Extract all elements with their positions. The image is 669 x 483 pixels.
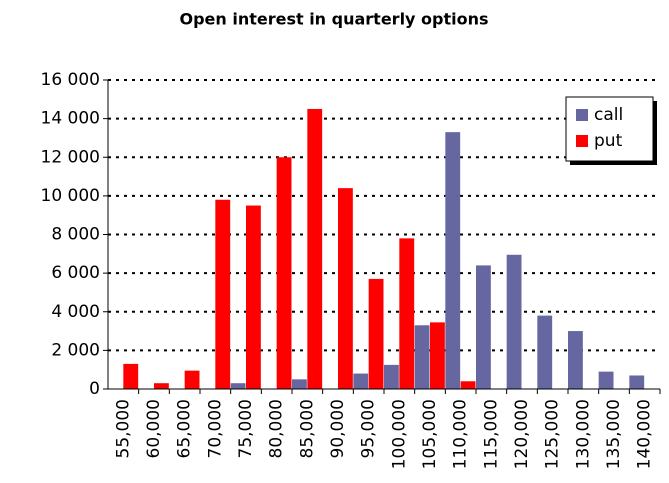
x-tick-label: 55,000	[113, 399, 133, 458]
x-tick-label: 75,000	[236, 399, 256, 458]
bar	[246, 205, 261, 389]
bar	[445, 132, 461, 390]
y-tick-label: 8 000	[51, 225, 100, 245]
bar	[506, 254, 522, 389]
x-tick-label: 125,000	[543, 399, 563, 469]
bar	[292, 379, 307, 389]
bar	[230, 383, 246, 389]
x-tick-label: 95,000	[359, 399, 379, 458]
y-tick-label: 10 000	[41, 186, 100, 206]
bar	[629, 375, 645, 389]
y-tick-label: 2 000	[51, 340, 100, 360]
bar	[476, 265, 491, 389]
bar	[384, 364, 399, 389]
x-tick-label: 70,000	[205, 399, 225, 458]
x-tick-label: 130,000	[573, 399, 593, 469]
legend-label: call	[594, 105, 623, 125]
bar	[307, 108, 323, 389]
bar	[414, 325, 430, 389]
x-tick-label: 85,000	[297, 399, 317, 458]
legend-swatch	[576, 135, 588, 147]
x-tick-label: 100,000	[389, 399, 409, 469]
x-tick-label: 80,000	[267, 399, 287, 458]
legend	[565, 96, 654, 162]
x-tick-label: 65,000	[175, 399, 195, 458]
x-tick-label: 120,000	[512, 399, 532, 469]
bar	[276, 157, 292, 389]
x-tick-label: 140,000	[635, 399, 655, 469]
legend-swatch	[576, 109, 588, 121]
bar	[568, 331, 583, 389]
chart-title: Open interest in quarterly options	[179, 10, 488, 29]
x-tick-label: 60,000	[144, 399, 164, 458]
bar	[215, 199, 231, 389]
bar	[338, 188, 353, 389]
y-tick-label: 14 000	[41, 109, 100, 129]
y-tick-label: 0	[89, 379, 100, 399]
y-tick-label: 4 000	[51, 302, 100, 322]
legend-label: put	[594, 131, 623, 151]
bar	[598, 371, 614, 389]
x-tick-label: 110,000	[451, 399, 471, 469]
bar	[537, 315, 553, 389]
bar	[154, 383, 169, 389]
x-tick-label: 90,000	[328, 399, 348, 458]
bar	[460, 381, 476, 389]
y-tick-label: 16 000	[41, 70, 100, 90]
bar	[368, 278, 384, 389]
bar	[430, 322, 445, 389]
bar	[353, 373, 369, 389]
x-tick-label: 115,000	[481, 399, 501, 469]
y-tick-label: 6 000	[51, 263, 100, 283]
y-tick-label: 12 000	[41, 147, 100, 167]
bar	[399, 238, 415, 389]
bar	[184, 370, 200, 389]
x-tick-label: 105,000	[420, 399, 440, 469]
x-tick-label: 135,000	[604, 399, 624, 469]
bar	[123, 363, 139, 389]
